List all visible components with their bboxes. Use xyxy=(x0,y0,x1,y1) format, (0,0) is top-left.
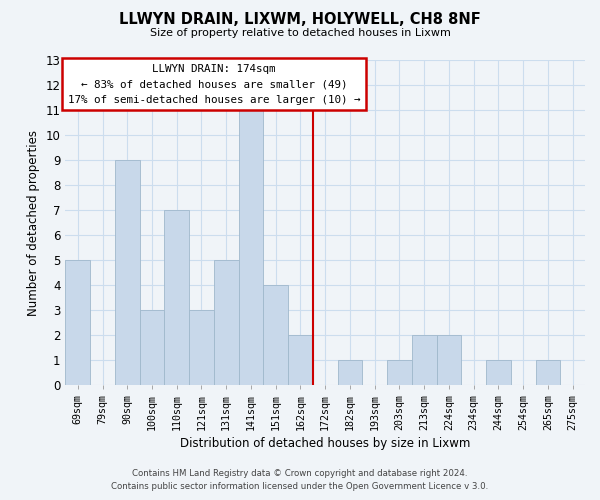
Bar xyxy=(214,260,239,385)
Bar xyxy=(140,310,164,385)
Bar xyxy=(338,360,362,385)
Bar xyxy=(65,260,90,385)
Y-axis label: Number of detached properties: Number of detached properties xyxy=(27,130,40,316)
Bar xyxy=(164,210,189,385)
Text: Size of property relative to detached houses in Lixwm: Size of property relative to detached ho… xyxy=(149,28,451,38)
Bar xyxy=(115,160,140,385)
Bar xyxy=(437,335,461,385)
Text: LLWYN DRAIN: 174sqm
← 83% of detached houses are smaller (49)
17% of semi-detach: LLWYN DRAIN: 174sqm ← 83% of detached ho… xyxy=(68,64,360,105)
X-axis label: Distribution of detached houses by size in Lixwm: Distribution of detached houses by size … xyxy=(180,437,470,450)
Bar xyxy=(189,310,214,385)
Bar xyxy=(239,110,263,385)
Text: LLWYN DRAIN, LIXWM, HOLYWELL, CH8 8NF: LLWYN DRAIN, LIXWM, HOLYWELL, CH8 8NF xyxy=(119,12,481,28)
Bar xyxy=(412,335,437,385)
Bar xyxy=(263,285,288,385)
Bar xyxy=(288,335,313,385)
Bar xyxy=(387,360,412,385)
Bar xyxy=(486,360,511,385)
Text: Contains HM Land Registry data © Crown copyright and database right 2024.
Contai: Contains HM Land Registry data © Crown c… xyxy=(112,469,488,491)
Bar xyxy=(536,360,560,385)
